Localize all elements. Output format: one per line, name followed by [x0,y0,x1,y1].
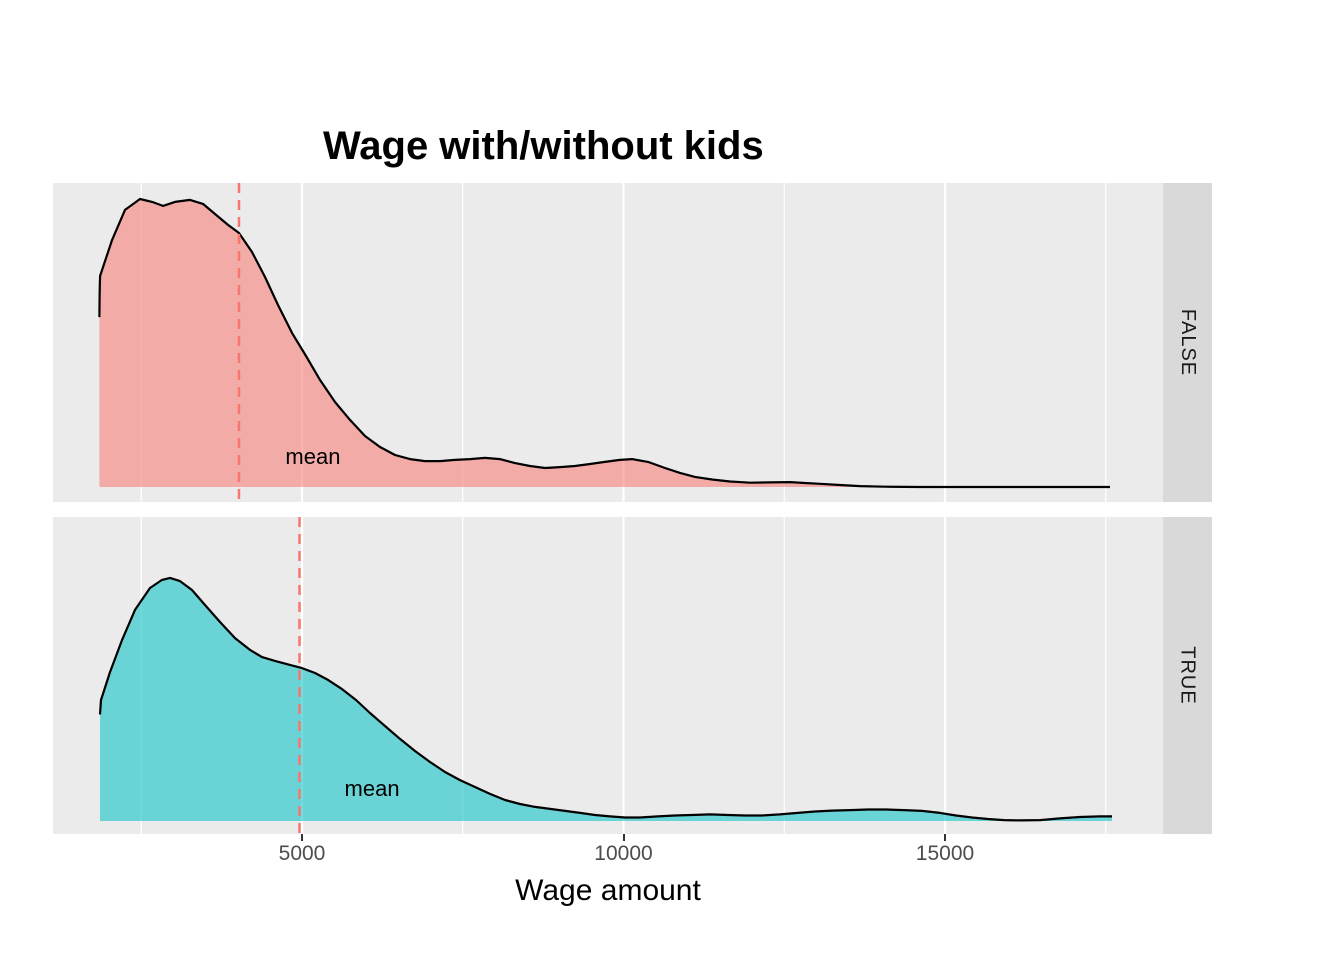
x-axis-tick [944,834,946,841]
x-axis-tick-label: 15000 [915,842,975,865]
density-curve-true [98,576,1112,822]
plot-title: Wage with/without kids [323,124,764,168]
facet-strip-false: FALSE [1163,183,1212,502]
x-axis-title: Wage amount [515,874,701,907]
x-axis-tick-label: 5000 [278,842,326,865]
facet-strip-label-false: FALSE [1177,308,1200,377]
density-area-false [99,199,1110,487]
facet-panel-false [53,183,1163,502]
x-axis-tick [301,834,303,841]
facet-strip-label-true: TRUE [1177,646,1200,705]
facet-panel-true [53,517,1163,834]
x-axis-tick-label: 10000 [594,842,653,865]
density-area-true [100,577,1112,821]
density-curve-false [98,197,1110,489]
facet-strip-true: TRUE [1163,517,1212,834]
x-axis-tick [622,834,625,841]
